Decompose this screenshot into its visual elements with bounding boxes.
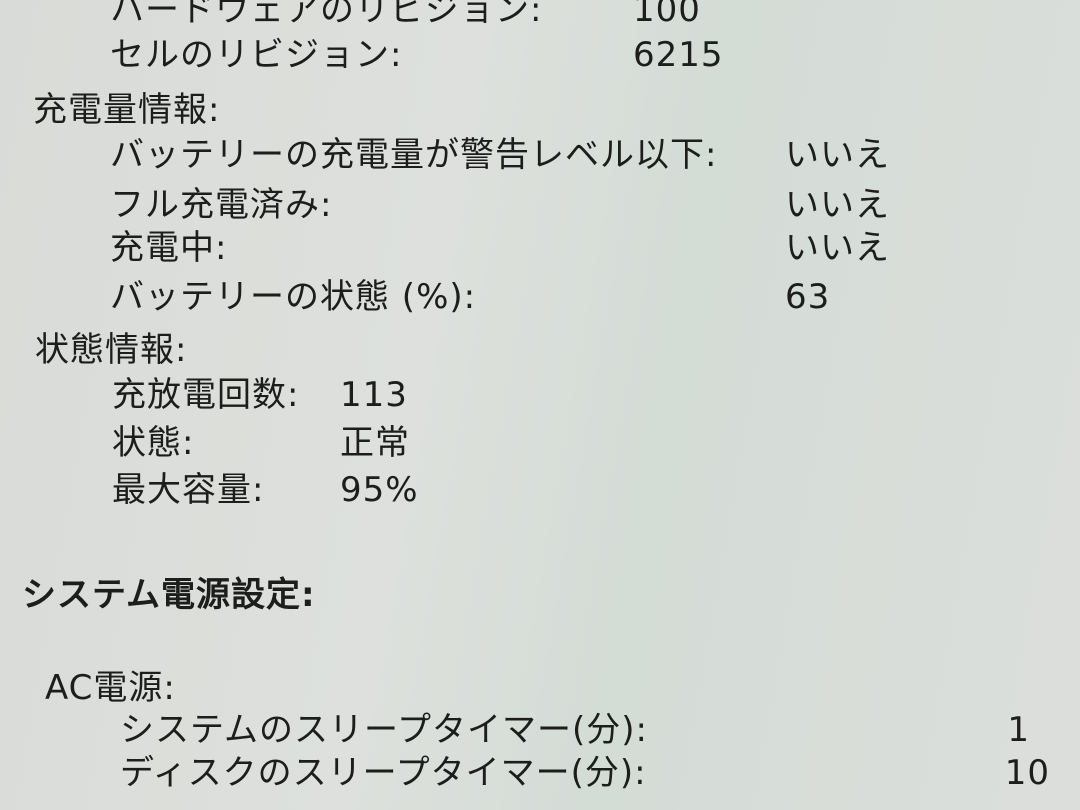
charge-percent-value: 63 bbox=[785, 277, 831, 317]
hardware-revision-value: 100 bbox=[633, 0, 701, 30]
fully-charged-label: フル充電済み: bbox=[110, 185, 333, 225]
max-capacity-value: 95% bbox=[340, 470, 419, 510]
charge-percent-label: バッテリーの状態 (%): bbox=[110, 277, 477, 317]
low-charge-label: バッテリーの充電量が警告レベル以下: bbox=[110, 135, 718, 175]
condition-label: 状態: bbox=[112, 423, 195, 463]
system-sleep-value: 1 bbox=[1007, 710, 1030, 750]
condition-value: 正常 bbox=[340, 423, 410, 463]
charging-value: いいえ bbox=[785, 228, 890, 268]
health-info-heading: 状態情報: bbox=[35, 330, 188, 370]
disk-sleep-label: ディスクのスリープタイマー(分): bbox=[120, 753, 647, 793]
ac-power-heading: AC電源: bbox=[45, 668, 176, 708]
charging-label: 充電中: bbox=[110, 228, 228, 268]
cell-revision-value: 6215 bbox=[633, 35, 724, 75]
fully-charged-value: いいえ bbox=[785, 185, 890, 225]
cycle-count-value: 113 bbox=[340, 375, 408, 415]
power-settings-heading: システム電源設定: bbox=[22, 575, 316, 615]
low-charge-value: いいえ bbox=[785, 135, 890, 175]
charge-info-heading: 充電量情報: bbox=[33, 90, 221, 130]
disk-sleep-value: 10 bbox=[1004, 753, 1050, 793]
cell-revision-label: セルのリビジョン: bbox=[110, 35, 403, 75]
max-capacity-label: 最大容量: bbox=[112, 470, 265, 510]
cycle-count-label: 充放電回数: bbox=[112, 375, 300, 415]
system-sleep-label: システムのスリープタイマー(分): bbox=[120, 710, 648, 750]
hardware-revision-label: ハードウェアのリビジョン: bbox=[110, 0, 543, 30]
